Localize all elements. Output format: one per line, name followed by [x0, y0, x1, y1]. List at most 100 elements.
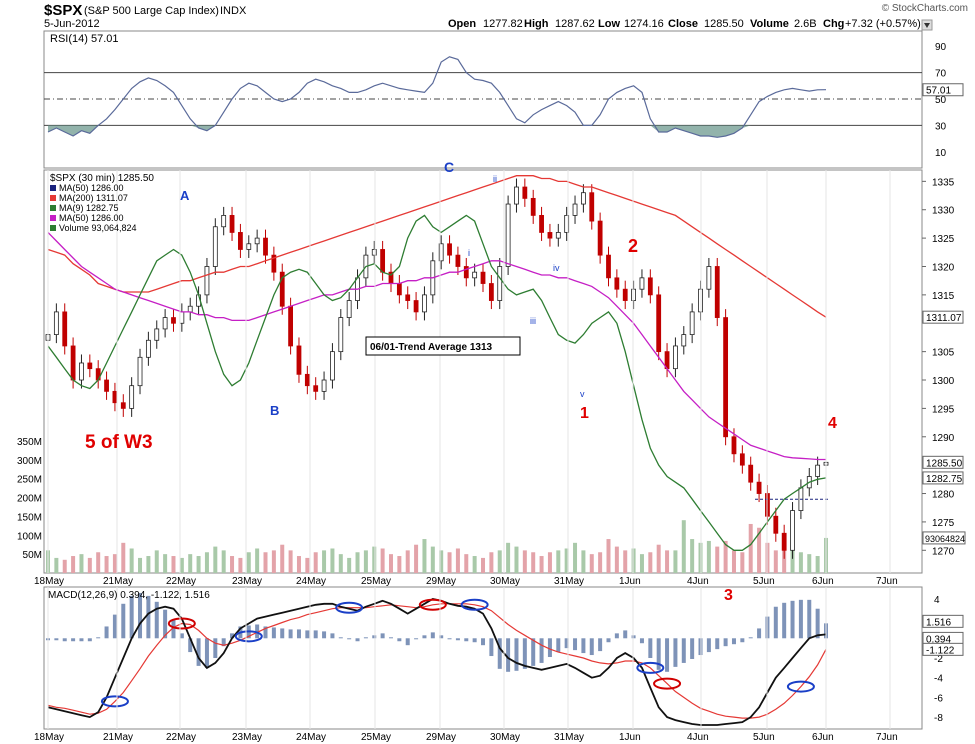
volume-bar [815, 556, 820, 573]
volume-bar [455, 548, 460, 573]
volume-bar [447, 552, 452, 573]
macd-hist-bar [748, 637, 753, 639]
volume-bar [606, 539, 611, 573]
macd-tick: -4 [934, 674, 943, 685]
volume-bar [372, 546, 377, 573]
candle-body [405, 294, 411, 301]
chg-value: +7.32 (+0.57%) [845, 18, 921, 30]
volume-bar [723, 540, 728, 573]
macd-hist-bar [263, 626, 268, 639]
candle-body [313, 385, 319, 392]
candle-body [530, 197, 536, 216]
macd-hist-bar [87, 638, 92, 642]
price-tick: 1335 [932, 177, 955, 188]
wave-label: A [180, 188, 190, 203]
macd-hist-bar [196, 638, 201, 666]
volume-bar [807, 554, 812, 573]
volume-bar [690, 539, 695, 573]
price-tick: 1275 [932, 518, 955, 529]
x-tick: 23May [232, 732, 262, 743]
volume-bar [163, 554, 168, 573]
wave-label: i [468, 248, 470, 258]
macd-hist-bar [472, 638, 477, 643]
volume-bar [556, 550, 561, 573]
candle-body [514, 186, 519, 205]
volume-bar [748, 523, 753, 573]
x-tick: 18May [34, 732, 64, 743]
macd-hist-bar [104, 626, 109, 639]
candle-body [614, 277, 620, 290]
x-tick: 22May [166, 576, 196, 587]
macd-hist-bar [623, 630, 628, 639]
volume-bar [740, 552, 745, 573]
macd-hist-bar [414, 638, 419, 640]
volume-bar [589, 554, 594, 573]
volume-bar [731, 550, 736, 573]
trend-average-note: 06/01-Trend Average 1313 [365, 336, 521, 356]
ma50-line [47, 231, 826, 461]
volume-bar [380, 548, 385, 573]
wave-label: 2 [628, 236, 638, 256]
macd-badge [922, 614, 964, 628]
chart-menu-icon[interactable] [921, 19, 933, 31]
macd-hist-bar [221, 638, 226, 647]
volume-bar [715, 546, 720, 573]
macd-cross-bull [786, 680, 815, 693]
macd-hist-bar [539, 638, 544, 663]
volume-bar [112, 554, 117, 573]
macd-hist-bar [665, 638, 670, 672]
macd-hist-bar [556, 638, 561, 653]
x-tick: 25May [361, 576, 391, 587]
chart-date: 5-Jun-2012 [44, 18, 100, 30]
candle-body [187, 305, 193, 313]
volume-bar [539, 556, 544, 573]
volume-bar [656, 544, 661, 573]
volume-bar [497, 550, 502, 573]
macd-cross-bull [234, 630, 263, 643]
macd-hist-bar [380, 633, 385, 639]
volume-bar [464, 554, 469, 573]
macd-hist-bar [656, 638, 661, 670]
volume-bar [138, 557, 143, 573]
volume-bar [489, 552, 494, 573]
legend-swatch [50, 215, 56, 221]
candle-body [572, 203, 578, 216]
volume-bar [472, 556, 477, 573]
volume-tick: 350M [17, 437, 42, 448]
candle-body [488, 283, 494, 301]
x-tick: 30May [490, 732, 520, 743]
macd-hist-bar [255, 624, 260, 639]
candle-body [304, 373, 310, 387]
volume-bar [179, 557, 184, 573]
macd-hist-bar [514, 638, 519, 671]
candle-body [221, 215, 227, 228]
legend-entry: MA(9) 1282.75 [59, 203, 119, 213]
volume-label: Volume [750, 18, 789, 30]
candle-body [539, 215, 544, 233]
ma200-badge [922, 310, 964, 324]
macd-hist-bar [388, 637, 393, 639]
macd-hist-bar [790, 600, 795, 639]
volume-bar [673, 550, 678, 573]
x-tick: 31May [554, 576, 584, 587]
price-title: $SPX (30 min) 1285.50 [50, 173, 154, 184]
volume-bar [439, 550, 444, 573]
volume-bar [355, 552, 360, 573]
legend-swatch [50, 205, 56, 211]
volume-tick: 200M [17, 494, 42, 505]
candle-body [70, 345, 76, 381]
candle-body [279, 271, 285, 307]
candle-body [689, 311, 695, 336]
macd-hist-bar [606, 638, 611, 643]
macd-hist-bar [464, 638, 469, 642]
volume-bar [623, 550, 628, 573]
candle-body [396, 283, 402, 296]
candle-body [463, 266, 469, 279]
x-tick: 23May [232, 576, 262, 587]
macd-cross-bear [167, 617, 196, 630]
macd-hist-bar [280, 628, 285, 639]
volume-bar [347, 557, 352, 573]
